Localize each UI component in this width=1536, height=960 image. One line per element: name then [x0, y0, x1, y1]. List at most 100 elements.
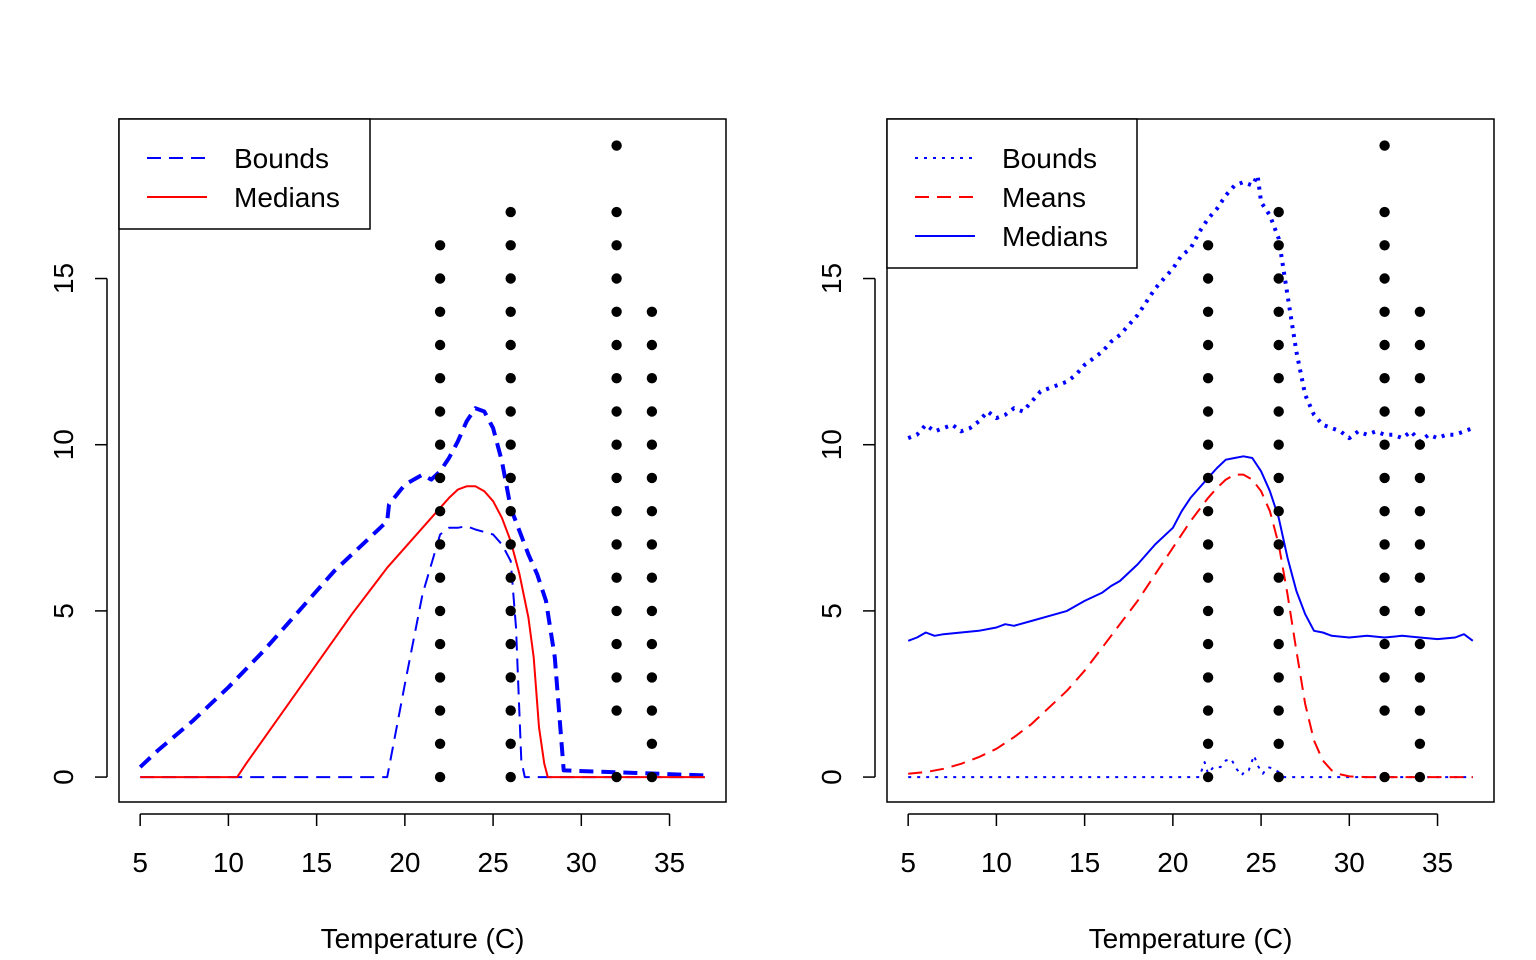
data-point [1379, 506, 1390, 517]
data-point [1379, 539, 1390, 550]
data-point [1202, 738, 1214, 749]
data-point [434, 439, 446, 450]
x-tick-label: 5 [900, 847, 916, 878]
series-line-medians-2 [140, 485, 705, 779]
data-point [1202, 771, 1214, 783]
data-point [611, 339, 622, 351]
data-point [1202, 273, 1214, 284]
y-tick-label: 10 [48, 429, 79, 460]
legend-box [118, 118, 371, 230]
data-point [1379, 439, 1390, 450]
data-point [434, 771, 446, 783]
data-point [646, 339, 658, 351]
legend: Bounds Medians [118, 118, 371, 230]
data-point [434, 572, 446, 583]
data-point [1379, 705, 1390, 716]
y-tick-label: 10 [816, 429, 847, 460]
data-point [1202, 339, 1214, 351]
plot-frame [118, 118, 727, 803]
y-tick-label: 15 [816, 263, 847, 294]
data-point [505, 439, 516, 450]
x-tick-label: 35 [1422, 847, 1453, 878]
x-axis: 5 10 15 20 25 30 35 Temperature (C) [900, 813, 1453, 954]
data-point [505, 539, 516, 550]
x-axis-title: Temperature (C) [321, 923, 525, 954]
data-point [505, 339, 516, 351]
y-tick-label: 0 [48, 769, 79, 785]
data-point [611, 506, 622, 517]
data-point [1379, 406, 1390, 417]
series-group [138, 406, 705, 779]
series-line-bounds-1 [140, 525, 705, 779]
data-point [646, 373, 658, 384]
data-point [434, 306, 446, 317]
data-point [1414, 306, 1426, 317]
data-point [646, 306, 658, 317]
data-point [505, 306, 516, 317]
data-point [1273, 339, 1284, 351]
data-point [505, 472, 516, 484]
data-point [611, 140, 622, 151]
right-panel: 5 10 15 20 25 30 35 Temperature (C) 0 5 10 15 Bounds… [816, 118, 1495, 954]
data-point [611, 539, 622, 550]
legend-label-bounds: Bounds [234, 143, 329, 174]
data-point [1202, 506, 1214, 517]
data-point [1273, 406, 1284, 417]
data-point [505, 506, 516, 517]
data-point [1414, 406, 1426, 417]
data-point [1202, 373, 1214, 384]
data-point [611, 240, 622, 251]
data-point [434, 506, 446, 517]
data-point [646, 406, 658, 417]
data-point [1414, 373, 1426, 384]
data-point [646, 738, 658, 749]
x-tick-label: 10 [213, 847, 244, 878]
data-point [646, 672, 658, 683]
x-tick-label: 10 [981, 847, 1012, 878]
data-point [1273, 240, 1284, 251]
data-point [434, 273, 446, 284]
data-point [1202, 472, 1214, 484]
y-tick-label: 0 [816, 769, 847, 785]
data-point [505, 572, 516, 583]
data-point [1273, 638, 1284, 650]
data-point [1414, 672, 1426, 683]
data-point [1273, 439, 1284, 450]
data-point [434, 406, 446, 417]
data-point [434, 339, 446, 351]
data-point [434, 638, 446, 650]
data-point [434, 705, 446, 716]
y-tick-label: 5 [816, 603, 847, 619]
data-point [1414, 638, 1426, 650]
data-point [1379, 240, 1390, 251]
legend-label-means: Means [1002, 182, 1086, 213]
data-point [611, 406, 622, 417]
data-point [611, 439, 622, 450]
data-point [1273, 306, 1284, 317]
data-point [1202, 705, 1214, 716]
data-point [646, 705, 658, 716]
data-point [434, 672, 446, 683]
data-point [505, 738, 516, 749]
data-point [1379, 206, 1390, 218]
data-point [434, 240, 446, 251]
x-tick-label: 30 [1334, 847, 1365, 878]
data-point [646, 539, 658, 550]
y-tick-label: 5 [48, 603, 79, 619]
x-tick-label: 25 [478, 847, 509, 878]
data-point [611, 306, 622, 317]
data-point [1414, 605, 1426, 617]
data-point [1273, 206, 1284, 218]
data-point [1202, 240, 1214, 251]
data-point [1379, 373, 1390, 384]
data-point [611, 572, 622, 583]
data-point [1379, 605, 1390, 617]
data-point [646, 439, 658, 450]
data-point [646, 472, 658, 484]
legend-label-medians: Medians [234, 182, 340, 213]
data-point [1414, 771, 1426, 783]
data-point [611, 605, 622, 617]
points-group [1202, 140, 1426, 783]
x-tick-label: 15 [1069, 847, 1100, 878]
